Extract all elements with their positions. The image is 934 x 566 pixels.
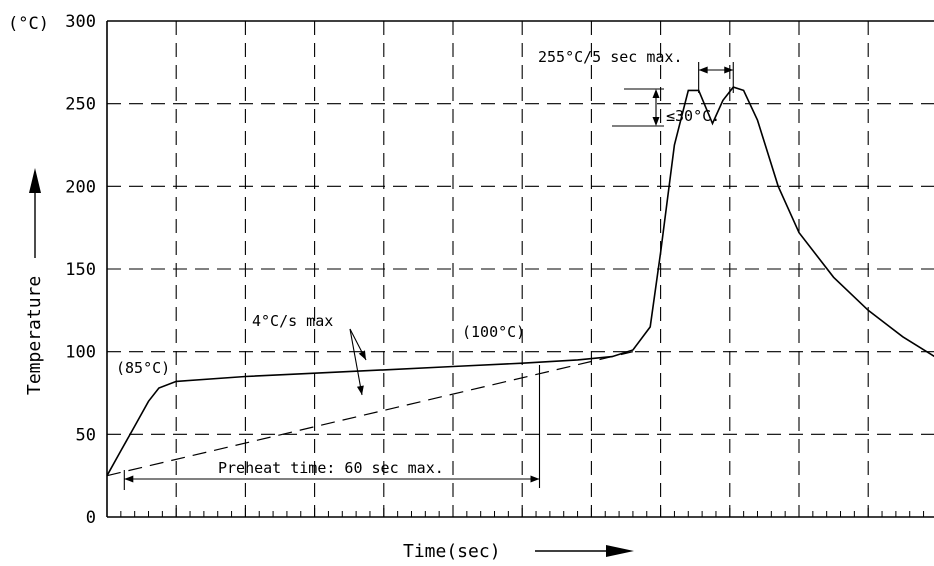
delta-arrow-up-icon — [652, 89, 660, 98]
y-axis-title: Temperature — [24, 168, 45, 395]
preheat-arrow-left-icon — [124, 475, 134, 483]
annotations: (85°C) (100°C) 4°C/s max Preheat time: 60 s… — [116, 48, 734, 490]
reference-dashed-line — [106, 351, 634, 477]
peak-delta-label: ≤30°C. — [666, 107, 720, 125]
preheat-start-label: (85°C) — [116, 359, 170, 377]
x-axis-arrow-icon — [606, 545, 634, 557]
y-tick-labels: 0 50 100 150 200 250 300 — [65, 12, 96, 528]
y-tick-label: 0 — [86, 508, 96, 528]
preheat-end-label: (100°C) — [462, 323, 525, 341]
y-tick-label: 200 — [65, 177, 96, 197]
delta-arrow-down-icon — [652, 117, 660, 126]
y-tick-label: 100 — [65, 343, 96, 363]
peak-limit-label: 255°C/5 sec max. — [538, 48, 683, 66]
y-tick-label: 250 — [65, 95, 96, 115]
x-minor-ticks — [106, 508, 925, 517]
preheat-time-label: Preheat time: 60 sec max. — [218, 459, 444, 477]
x-axis-label: Time(sec) — [403, 541, 501, 562]
x-axis-title: Time(sec) — [403, 541, 634, 562]
ramp-arrow-lower-icon — [356, 385, 364, 395]
y-axis-arrow-icon — [29, 168, 41, 193]
y-tick-label: 150 — [65, 260, 96, 280]
ramp-leader-lower — [349, 328, 363, 396]
temperature-profile-line — [106, 86, 934, 477]
preheat-arrow-right-icon — [530, 475, 540, 483]
y-tick-label: 300 — [65, 12, 96, 32]
peak-arrow-left-icon — [698, 66, 708, 74]
y-unit-label: (°C) — [8, 14, 49, 34]
y-tick-label: 50 — [76, 425, 96, 445]
ramp-rate-label: 4°C/s max — [252, 312, 333, 330]
ramp-arrow-upper-icon — [358, 350, 366, 360]
peak-arrow-right-icon — [724, 66, 734, 74]
grid-lines — [106, 20, 934, 518]
y-axis-label: Temperature — [24, 276, 45, 395]
